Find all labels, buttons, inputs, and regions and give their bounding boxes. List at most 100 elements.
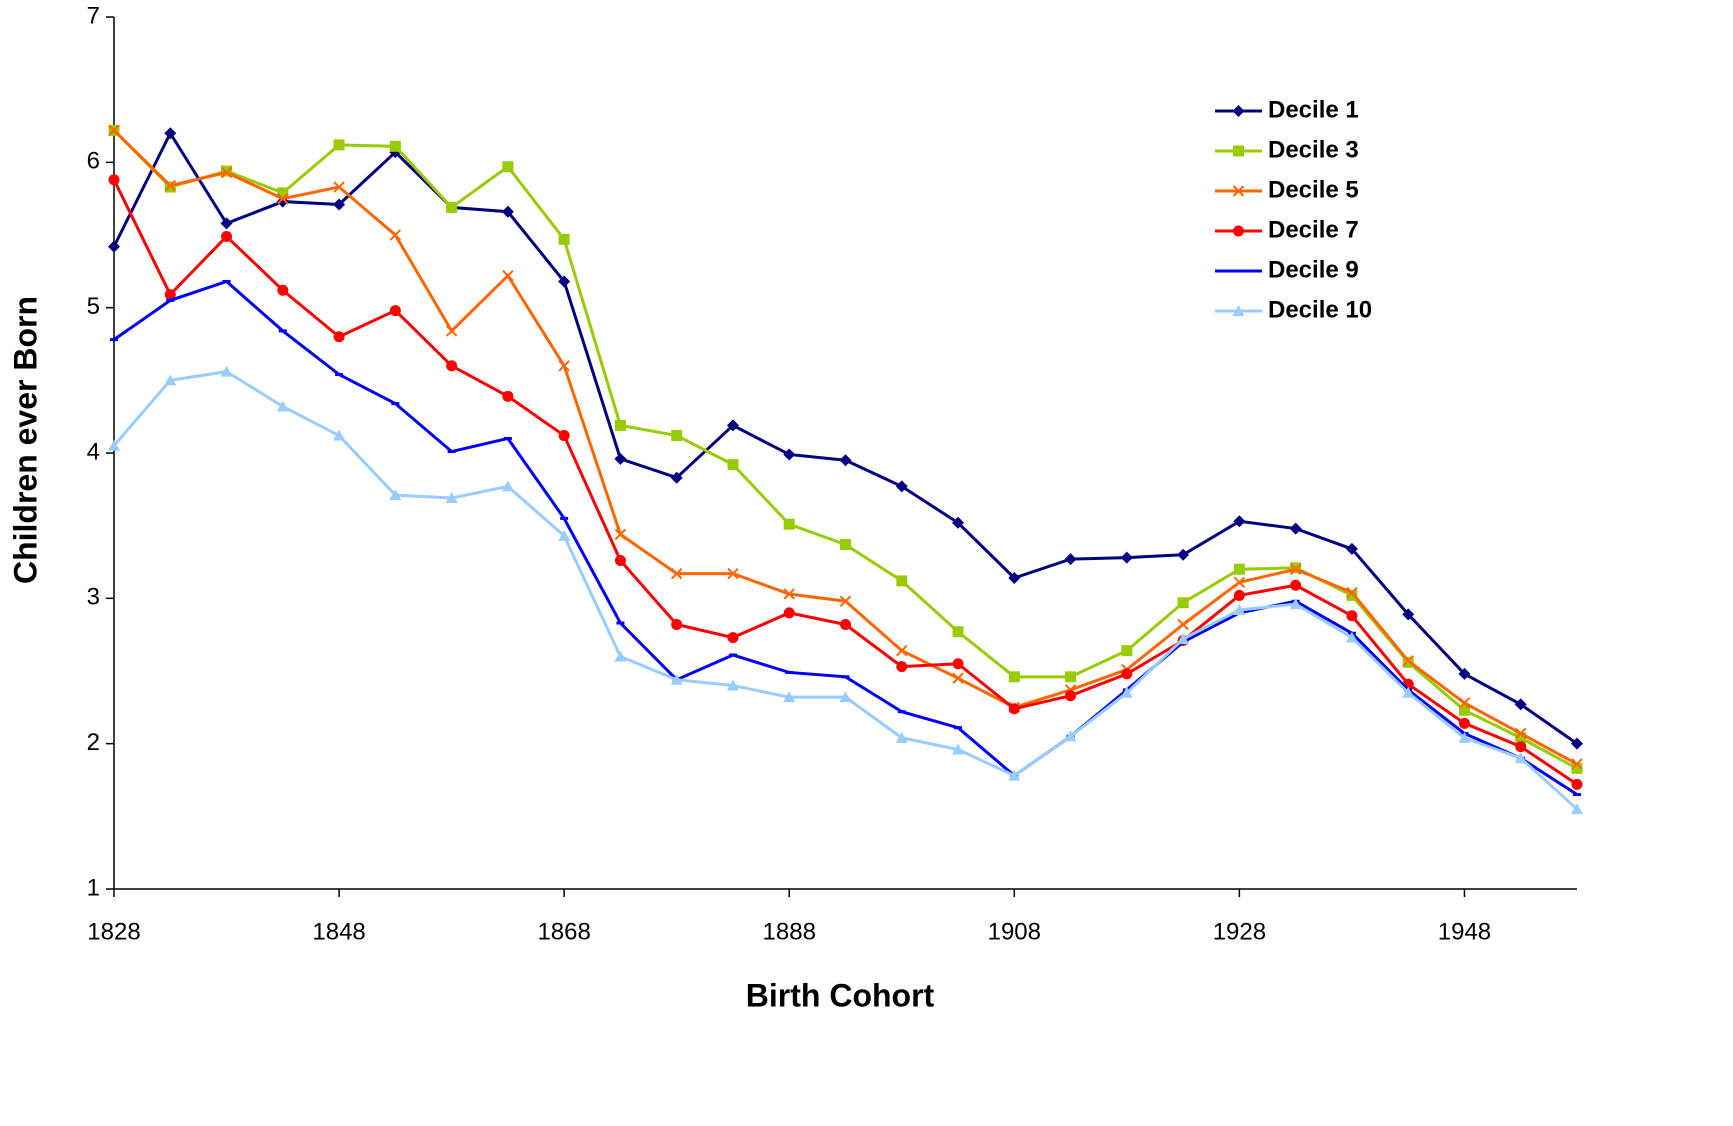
- marker: [1515, 741, 1527, 753]
- legend-entry: Decile 5: [1215, 176, 1359, 203]
- marker: [502, 269, 514, 282]
- marker: [1458, 731, 1471, 743]
- marker: [164, 289, 176, 301]
- y-tick-label: 2: [87, 729, 100, 756]
- marker: [614, 528, 627, 541]
- marker: [614, 452, 627, 465]
- marker: [1514, 752, 1527, 764]
- marker: [1345, 631, 1358, 643]
- y-tick-label: 7: [87, 2, 100, 29]
- marker: [446, 201, 458, 213]
- marker: [1008, 671, 1020, 683]
- marker: [1346, 589, 1358, 601]
- marker: [445, 492, 458, 504]
- marker: [952, 516, 965, 529]
- marker: [839, 595, 852, 607]
- marker: [895, 731, 908, 743]
- marker: [1571, 762, 1583, 774]
- marker: [501, 205, 514, 218]
- marker: [896, 661, 908, 673]
- x-tick-label: 1928: [1213, 918, 1266, 945]
- marker: [1008, 769, 1021, 781]
- marker: [726, 679, 739, 691]
- marker: [727, 567, 739, 580]
- marker: [446, 360, 458, 372]
- marker: [952, 672, 964, 684]
- marker: [333, 429, 346, 441]
- marker: [1571, 778, 1583, 790]
- marker: [501, 480, 514, 492]
- marker: [1233, 515, 1246, 528]
- marker: [1289, 522, 1302, 535]
- y-tick-label: 1: [87, 874, 100, 901]
- marker: [389, 229, 402, 241]
- legend-label: Decile 5: [1268, 176, 1359, 203]
- marker: [1345, 542, 1358, 555]
- marker: [1571, 737, 1583, 750]
- y-tick-label: 4: [87, 438, 100, 465]
- marker: [1346, 610, 1358, 622]
- marker: [502, 390, 514, 402]
- marker: [558, 233, 570, 245]
- marker: [671, 618, 683, 630]
- marker: [220, 365, 233, 377]
- marker: [558, 529, 571, 541]
- marker: [277, 284, 289, 296]
- marker: [1233, 563, 1245, 575]
- marker: [783, 691, 796, 703]
- marker: [840, 618, 851, 630]
- marker: [277, 192, 289, 205]
- marker: [558, 430, 570, 442]
- marker: [727, 459, 739, 471]
- marker: [445, 325, 458, 337]
- legend-entry: Decile 7: [1215, 216, 1359, 243]
- marker: [839, 691, 852, 703]
- marker: [670, 471, 683, 484]
- marker: [614, 555, 626, 567]
- marker: [1458, 667, 1471, 680]
- marker: [840, 539, 851, 551]
- marker: [1514, 698, 1527, 711]
- marker: [783, 518, 795, 530]
- marker: [220, 217, 233, 230]
- y-tick-label: 5: [87, 293, 100, 320]
- legend-label: Decile 10: [1268, 296, 1372, 323]
- marker: [558, 360, 570, 372]
- marker: [1233, 225, 1244, 237]
- marker: [333, 198, 346, 211]
- x-axis-label: Birth Cohort: [746, 977, 935, 1013]
- marker: [1515, 732, 1527, 744]
- marker: [1458, 717, 1470, 729]
- marker: [1121, 668, 1133, 680]
- marker: [558, 275, 571, 288]
- marker: [108, 240, 120, 253]
- marker: [1346, 586, 1358, 599]
- marker: [1515, 727, 1527, 740]
- marker: [1120, 551, 1133, 564]
- marker: [333, 181, 345, 193]
- series-line: [112, 370, 1579, 811]
- marker: [1289, 563, 1302, 575]
- marker: [727, 632, 739, 644]
- marker: [1232, 305, 1245, 316]
- marker: [1064, 730, 1077, 742]
- marker: [670, 673, 683, 685]
- marker: [1232, 185, 1245, 197]
- marker: [389, 305, 401, 317]
- legend-label: Decile 3: [1268, 136, 1359, 163]
- legend-entry: Decile 1: [1215, 96, 1359, 123]
- marker: [164, 179, 176, 192]
- marker: [1233, 603, 1246, 615]
- marker: [1121, 645, 1133, 657]
- series-line: [113, 279, 1578, 796]
- marker: [1290, 579, 1302, 591]
- marker: [276, 400, 289, 412]
- marker: [333, 331, 345, 343]
- x-tick-label: 1948: [1438, 918, 1491, 945]
- marker: [1065, 671, 1077, 683]
- marker: [952, 658, 964, 670]
- marker: [671, 430, 683, 442]
- x-tick-label: 1828: [87, 918, 140, 945]
- legend-entry: Decile 10: [1215, 296, 1372, 323]
